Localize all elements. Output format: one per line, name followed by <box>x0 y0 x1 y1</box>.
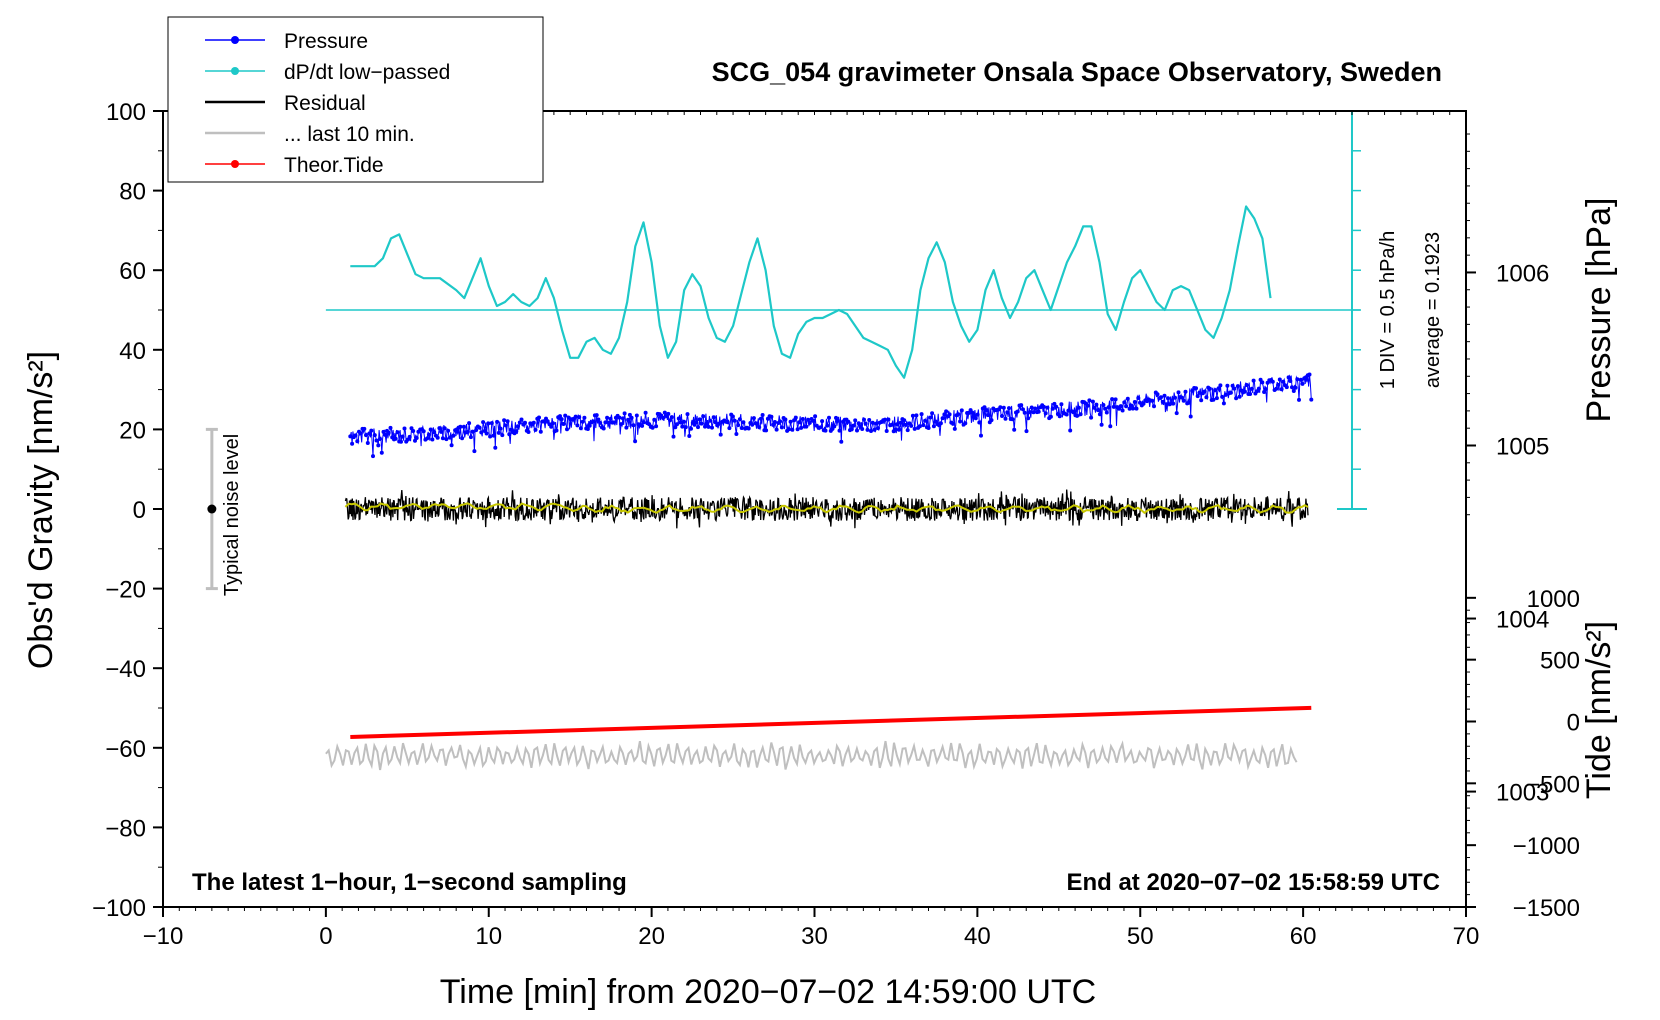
legend-label: dP/dt low−passed <box>284 61 450 84</box>
last-10-min-series <box>325 740 1298 771</box>
legend-box <box>167 16 544 183</box>
legend-swatch-marker <box>231 36 239 44</box>
y-axis-title-left: Obs'd Gravity [nm/s²] <box>22 351 60 669</box>
noise-bar-center <box>207 504 217 514</box>
dpdt-series-line <box>350 205 1272 379</box>
pressure-tick-label: 1005 <box>1496 433 1549 460</box>
scale-div-label: 1 DIV = 0.5 hPa/h <box>1377 231 1399 389</box>
last-10-min-layer <box>325 740 1298 771</box>
y-tick-label: 20 <box>119 417 146 444</box>
y-tick-label: 0 <box>133 497 146 524</box>
y-tick-label: 100 <box>106 99 146 126</box>
tide-tick-label: 1000 <box>1527 586 1580 613</box>
pressure-layer <box>348 372 1314 459</box>
x-tick-label: 40 <box>964 923 991 950</box>
axes: −10 0 10 20 30 40 50 60 70−100−80−60−40−20020406… <box>92 99 1580 950</box>
x-tick-label: 60 <box>1290 923 1317 950</box>
y-axis-title-tide: Tide [nm/s²] <box>1580 621 1618 799</box>
annotation-sampling: The latest 1−hour, 1−second sampling <box>192 869 627 896</box>
y-tick-label: −80 <box>105 815 146 842</box>
pressure-tick-label: 1004 <box>1496 607 1549 634</box>
residual-series <box>344 489 1309 529</box>
y-tick-label: −60 <box>105 736 146 763</box>
x-tick-label: 30 <box>801 923 828 950</box>
tide-series-line <box>350 705 1312 739</box>
chart-title: SCG_054 gravimeter Onsala Space Observat… <box>712 57 1442 87</box>
pressure-tick-label: 1003 <box>1496 780 1549 807</box>
noise-level-indicator <box>205 427 218 591</box>
y-tick-label: 60 <box>119 258 146 285</box>
tide-tick-label: −500 <box>1526 771 1580 798</box>
legend-label: Theor.Tide <box>284 154 384 177</box>
pressure-tick-label: 1006 <box>1496 260 1549 287</box>
dpdt-scale-bar <box>1336 110 1367 510</box>
legend-label: ... last 10 min. <box>284 123 415 146</box>
tide-tick-label: 500 <box>1540 648 1580 675</box>
x-tick-label: 50 <box>1127 923 1154 950</box>
residual-smoothed-series <box>344 502 1309 515</box>
annotation-end-time: End at 2020−07−02 15:58:59 UTC <box>1066 869 1440 896</box>
tide-tick-label: −1000 <box>1513 833 1580 860</box>
legend-label: Residual <box>284 92 366 115</box>
y-tick-label: −40 <box>105 656 146 683</box>
scale-average-label: average = 0.1923 <box>1422 232 1444 388</box>
x-tick-label: 0 <box>319 923 332 950</box>
x-tick-label: 20 <box>638 923 665 950</box>
noise-level-label: Typical noise level <box>221 434 243 596</box>
y-tick-label: 40 <box>119 338 146 365</box>
residual-layer <box>344 489 1309 529</box>
x-axis-title: Time [min] from 2020−07−02 14:59:00 UTC <box>440 973 1096 1011</box>
tide-layer <box>350 705 1312 739</box>
legend-label: Pressure <box>284 30 368 53</box>
pressure-series-line <box>349 374 1312 457</box>
y-tick-label: −100 <box>92 895 146 922</box>
x-tick-label: −10 <box>143 923 184 950</box>
x-tick-label: 70 <box>1453 923 1480 950</box>
tide-tick-label: −1500 <box>1513 895 1580 922</box>
y-tick-label: −20 <box>105 577 146 604</box>
legend-swatch-marker <box>231 160 239 168</box>
tide-tick-label: 0 <box>1567 710 1580 737</box>
legend: Pressure dP/dt low−passed Residual ... last… <box>167 16 544 183</box>
x-tick-label: 10 <box>475 923 502 950</box>
legend-swatch-marker <box>231 67 239 75</box>
y-axis-title-pressure: Pressure [hPa] <box>1580 198 1618 423</box>
y-tick-label: 80 <box>119 179 146 206</box>
dpdt-layer <box>325 205 1361 379</box>
